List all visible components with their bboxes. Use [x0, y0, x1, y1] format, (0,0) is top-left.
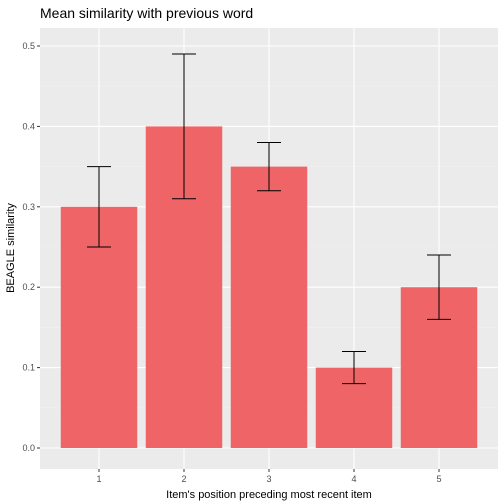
x-tick-label: 4 — [351, 474, 356, 484]
y-tick-label: 0.0 — [22, 443, 35, 453]
y-tick-label: 0.5 — [22, 41, 35, 51]
x-tick-label: 3 — [266, 474, 271, 484]
y-axis-title: BEAGLE similarity — [5, 203, 17, 293]
error-bar-4 — [342, 351, 366, 385]
error-bar-1 — [87, 166, 111, 248]
bar-3 — [230, 166, 308, 448]
error-bar-5 — [427, 254, 451, 320]
error-bars — [87, 53, 451, 385]
chart-title: Mean similarity with previous word — [40, 5, 253, 21]
y-tick-label: 0.4 — [22, 121, 35, 131]
x-tick-label: 2 — [181, 474, 186, 484]
y-tick-label: 0.3 — [22, 202, 35, 212]
y-tick-label: 0.1 — [22, 363, 35, 373]
y-axis-ticks: 0.0 0.1 0.2 0.3 0.4 0.5 — [22, 41, 40, 453]
x-axis-ticks: 1 2 3 4 5 — [96, 469, 442, 484]
x-tick-label: 1 — [96, 474, 101, 484]
y-tick-label: 0.2 — [22, 282, 35, 292]
x-tick-label: 5 — [436, 474, 441, 484]
error-bar-3 — [257, 141, 281, 192]
x-axis-title: Item's position preceding most recent it… — [166, 489, 372, 501]
error-bar-2 — [172, 53, 196, 200]
